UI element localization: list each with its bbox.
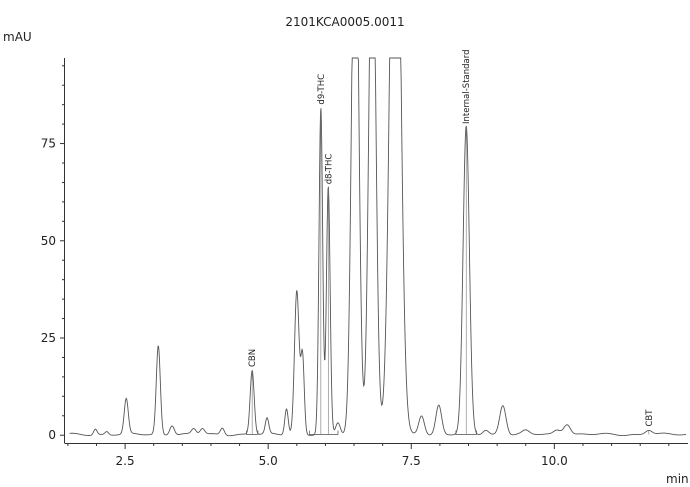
- y-axis-label: mAU: [3, 30, 32, 44]
- y-tick-label: 75: [41, 137, 56, 151]
- x-tick-label: 7.5: [402, 454, 421, 468]
- x-ticks: 2.5 5.0 7.5 10.0: [67, 443, 670, 468]
- integration-windows: [246, 430, 477, 435]
- y-tick-label: 25: [41, 331, 56, 345]
- y-ticks: 0 25 50 75: [41, 65, 65, 442]
- x-tick-label: 5.0: [259, 454, 278, 468]
- chromatogram-trace: [69, 57, 687, 437]
- peak-label: d9-THC: [317, 74, 327, 105]
- peak-label: CBN: [248, 349, 258, 367]
- peak-label: d8-THC: [324, 154, 334, 185]
- peak-label: CBT: [645, 409, 655, 427]
- peak-labels: CBN d9-THC d8-THC Internal-Standard CBT: [248, 49, 655, 435]
- chart-title: 2101KCA0005.0011: [285, 15, 404, 29]
- x-tick-label: 10.0: [541, 454, 568, 468]
- x-axis-label: min: [666, 472, 689, 486]
- integration-window: [308, 430, 339, 435]
- y-tick-label: 0: [48, 428, 56, 442]
- peak-label: Internal-Standard: [462, 49, 472, 124]
- x-tick-label: 2.5: [116, 454, 135, 468]
- y-tick-label: 50: [41, 234, 56, 248]
